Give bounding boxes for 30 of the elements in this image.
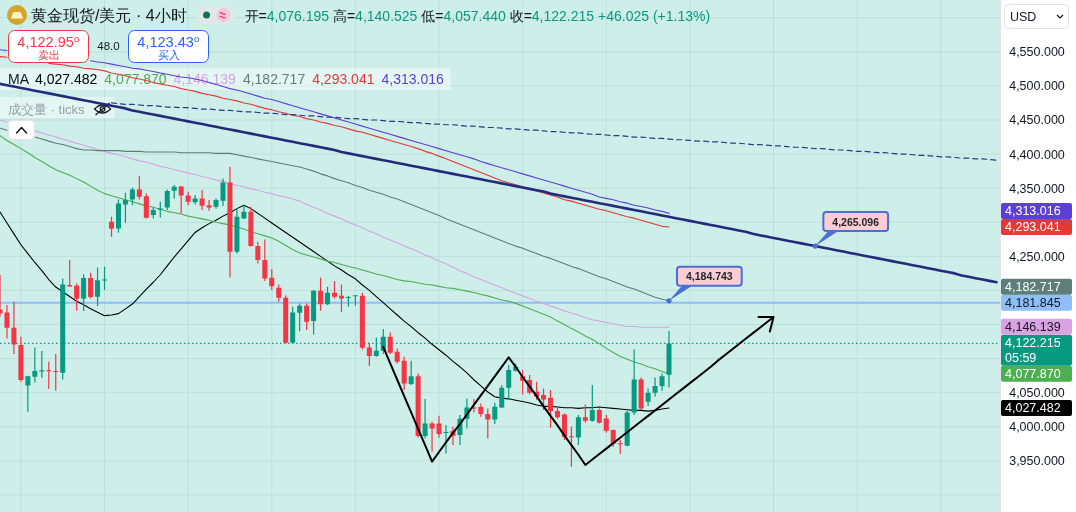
data-label: 4,265.096: [832, 215, 880, 228]
y-tick-label: 3,950.000: [1009, 454, 1065, 469]
y-tick-label: 4,050.000: [1009, 386, 1065, 401]
ref-line-label: 4,181.845: [1005, 296, 1061, 311]
annotation: 48.0: [97, 40, 120, 52]
ref-line-label: 4,122.215 05:59: [1005, 335, 1061, 365]
y-tick-label: 4,450.000: [1009, 113, 1065, 128]
y-tick-label: 4,000.000: [1009, 420, 1065, 435]
y-tick-label: 4,550.000: [1009, 45, 1065, 60]
annotation: 买入: [157, 49, 180, 61]
price-tag: 4,027.482: [1001, 400, 1072, 417]
text: 开=4,076.195 高=4,140.525 低=4,057.440 收=4,122.215 +46.025 (+1.13%): [244, 8, 711, 24]
annotation: 卖出: [37, 49, 60, 61]
y-tick-label: 4,500.000: [1009, 79, 1065, 94]
data-label: 4,184.743: [685, 270, 733, 283]
chart-title: 黄金现货/美元 · 4小时: [31, 7, 187, 24]
legend-title: MA: [8, 71, 30, 87]
annotation: 4,122.95⁰: [17, 33, 80, 50]
price-tag: 4,313.016: [1001, 203, 1072, 219]
y-tick-label: 4,250.000: [1009, 249, 1065, 264]
annotation: 4,123.43⁰: [137, 33, 200, 50]
y-axis-title: USD: [1010, 10, 1037, 24]
y-tick-label: 4,350.000: [1009, 181, 1065, 196]
annotation: 成交量 · ticks: [8, 102, 86, 117]
y-tick-label: 4,400.000: [1009, 147, 1065, 162]
control-currency: USD: [1004, 4, 1069, 29]
price-tag: 4,122.215 05:59: [1001, 334, 1072, 366]
callout: 4,184.743: [666, 265, 743, 304]
callout: 4,265.096: [812, 211, 890, 249]
price-tag: 4,293.041: [1001, 219, 1072, 235]
